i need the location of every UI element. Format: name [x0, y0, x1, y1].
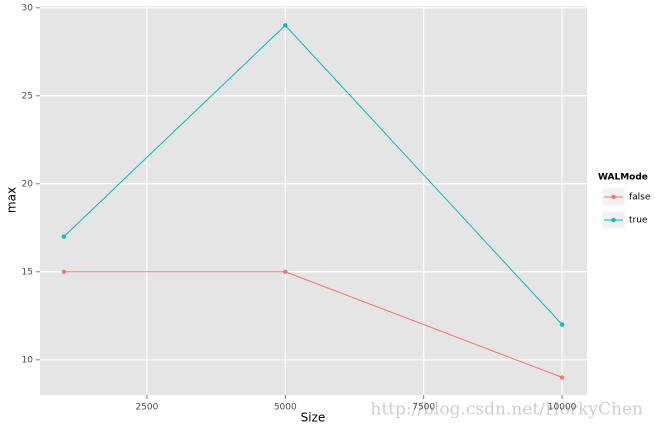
- x-axis-label: Size: [301, 411, 326, 425]
- point: [283, 269, 288, 274]
- legend-title: WALMode: [598, 173, 648, 183]
- y-tick-label: 15: [22, 267, 33, 277]
- point: [559, 375, 565, 380]
- y-axis-label: max: [5, 187, 19, 213]
- x-tick-label: 2500: [135, 403, 158, 413]
- y-tick-label: 25: [22, 91, 33, 101]
- x-tick-label: 5000: [274, 403, 297, 413]
- legend-label: true: [629, 216, 648, 226]
- x-tick-label: 7500: [412, 403, 435, 413]
- panel: [40, 6, 587, 395]
- legend-label: false: [629, 193, 651, 203]
- point: [61, 269, 67, 274]
- x-tick-label: 10000: [548, 403, 577, 413]
- point: [559, 322, 565, 327]
- legend-point: [611, 217, 616, 223]
- y-tick-label: 30: [22, 3, 34, 13]
- legend-point: [611, 194, 616, 200]
- y-tick-label: 20: [22, 179, 34, 189]
- y-tick-label: 10: [22, 355, 34, 365]
- point: [61, 234, 67, 239]
- watermark: http://blog.csdn.net/HorkyChen: [370, 400, 643, 420]
- point: [283, 23, 288, 28]
